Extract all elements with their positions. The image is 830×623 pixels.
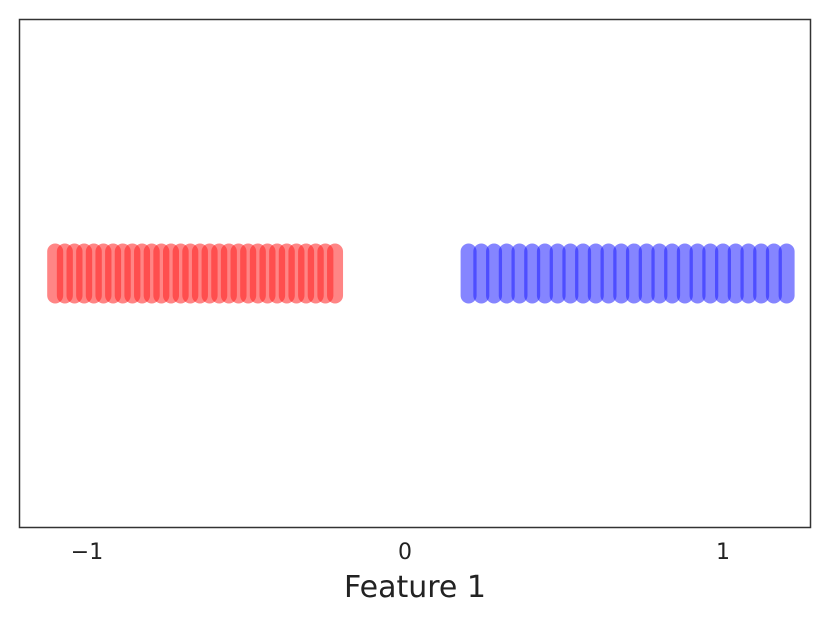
data-point xyxy=(460,243,477,304)
data-point xyxy=(536,243,553,304)
data-point xyxy=(753,243,770,304)
data-point xyxy=(778,243,795,304)
data-point xyxy=(600,243,617,304)
data-point xyxy=(613,243,630,304)
data-point xyxy=(511,243,528,304)
data-point xyxy=(664,243,681,304)
data-point xyxy=(740,243,757,304)
data-point xyxy=(562,243,579,304)
data-point xyxy=(727,243,744,304)
data-point xyxy=(651,243,668,304)
data-point xyxy=(575,243,592,304)
data-point xyxy=(549,243,566,304)
data-point xyxy=(638,243,655,304)
data-point xyxy=(587,243,604,304)
data-point xyxy=(702,243,719,304)
data-point xyxy=(765,243,782,304)
data-points xyxy=(47,243,795,304)
data-point xyxy=(625,243,642,304)
data-point xyxy=(524,243,541,304)
x-tick-label: 1 xyxy=(716,540,730,565)
data-point xyxy=(676,243,693,304)
data-point xyxy=(473,243,490,304)
data-point xyxy=(486,243,503,304)
x-axis-ticks: −1 0 1 xyxy=(71,540,730,565)
x-tick-label: 0 xyxy=(398,540,412,565)
x-tick-label: −1 xyxy=(71,540,103,565)
data-point xyxy=(715,243,731,304)
data-point xyxy=(689,243,706,304)
data-point xyxy=(327,243,344,304)
data-point xyxy=(498,243,515,304)
x-axis-label: Feature 1 xyxy=(344,570,486,605)
